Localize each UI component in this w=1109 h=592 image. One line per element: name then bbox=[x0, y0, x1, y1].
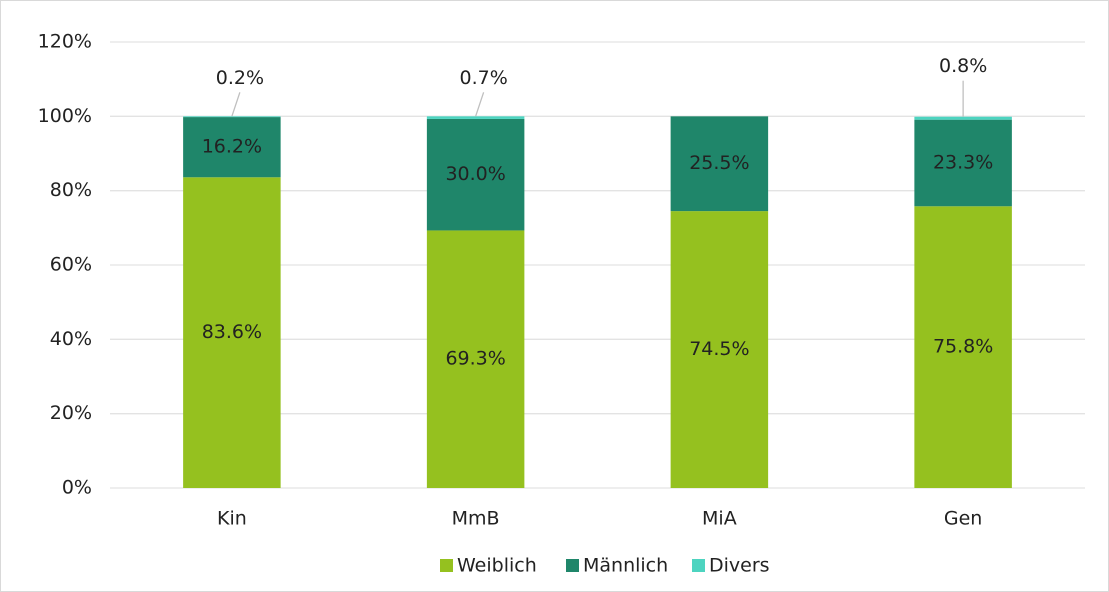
x-tick-label: Gen bbox=[944, 508, 982, 530]
leader-line bbox=[475, 92, 485, 117]
bar-segment bbox=[670, 116, 769, 212]
bar-segment bbox=[426, 116, 525, 119]
bar-segment bbox=[183, 116, 281, 118]
legend-swatch bbox=[440, 559, 453, 572]
data-label: 0.7% bbox=[459, 67, 507, 89]
legend-swatch bbox=[692, 559, 705, 572]
bar-segment bbox=[426, 230, 525, 488]
bar-segment bbox=[426, 118, 525, 231]
legend-label: Divers bbox=[709, 555, 770, 577]
data-label: 75.8% bbox=[933, 336, 993, 358]
data-label: 0.2% bbox=[216, 67, 264, 89]
data-label: 30.0% bbox=[445, 163, 505, 185]
data-label: 74.5% bbox=[689, 338, 749, 360]
bar-segment bbox=[183, 177, 281, 488]
y-tick-label: 40% bbox=[50, 328, 92, 350]
y-tick-label: 60% bbox=[50, 254, 92, 276]
bar-segment bbox=[914, 206, 1012, 488]
data-label: 0.8% bbox=[939, 55, 987, 77]
bar-segment bbox=[183, 117, 281, 178]
legend-swatch bbox=[566, 559, 579, 572]
y-tick-label: 80% bbox=[50, 179, 92, 201]
x-tick-label: MiA bbox=[702, 508, 737, 530]
x-tick-label: Kin bbox=[217, 508, 247, 530]
data-label: 69.3% bbox=[445, 348, 505, 370]
y-tick-label: 120% bbox=[38, 31, 92, 53]
data-label: 23.3% bbox=[933, 151, 993, 173]
y-tick-label: 100% bbox=[38, 105, 92, 127]
legend-label: Weiblich bbox=[457, 555, 537, 577]
data-label: 83.6% bbox=[202, 321, 262, 343]
bar-segment bbox=[914, 116, 1012, 120]
data-label: 25.5% bbox=[689, 152, 749, 174]
bar-segment bbox=[670, 211, 769, 488]
bar-segment bbox=[914, 119, 1012, 207]
legend-label: Männlich bbox=[583, 555, 668, 577]
x-tick-label: MmB bbox=[452, 508, 500, 530]
leader-line bbox=[231, 92, 241, 117]
y-tick-label: 20% bbox=[50, 402, 92, 424]
y-tick-label: 0% bbox=[62, 477, 92, 499]
data-label: 16.2% bbox=[202, 136, 262, 158]
